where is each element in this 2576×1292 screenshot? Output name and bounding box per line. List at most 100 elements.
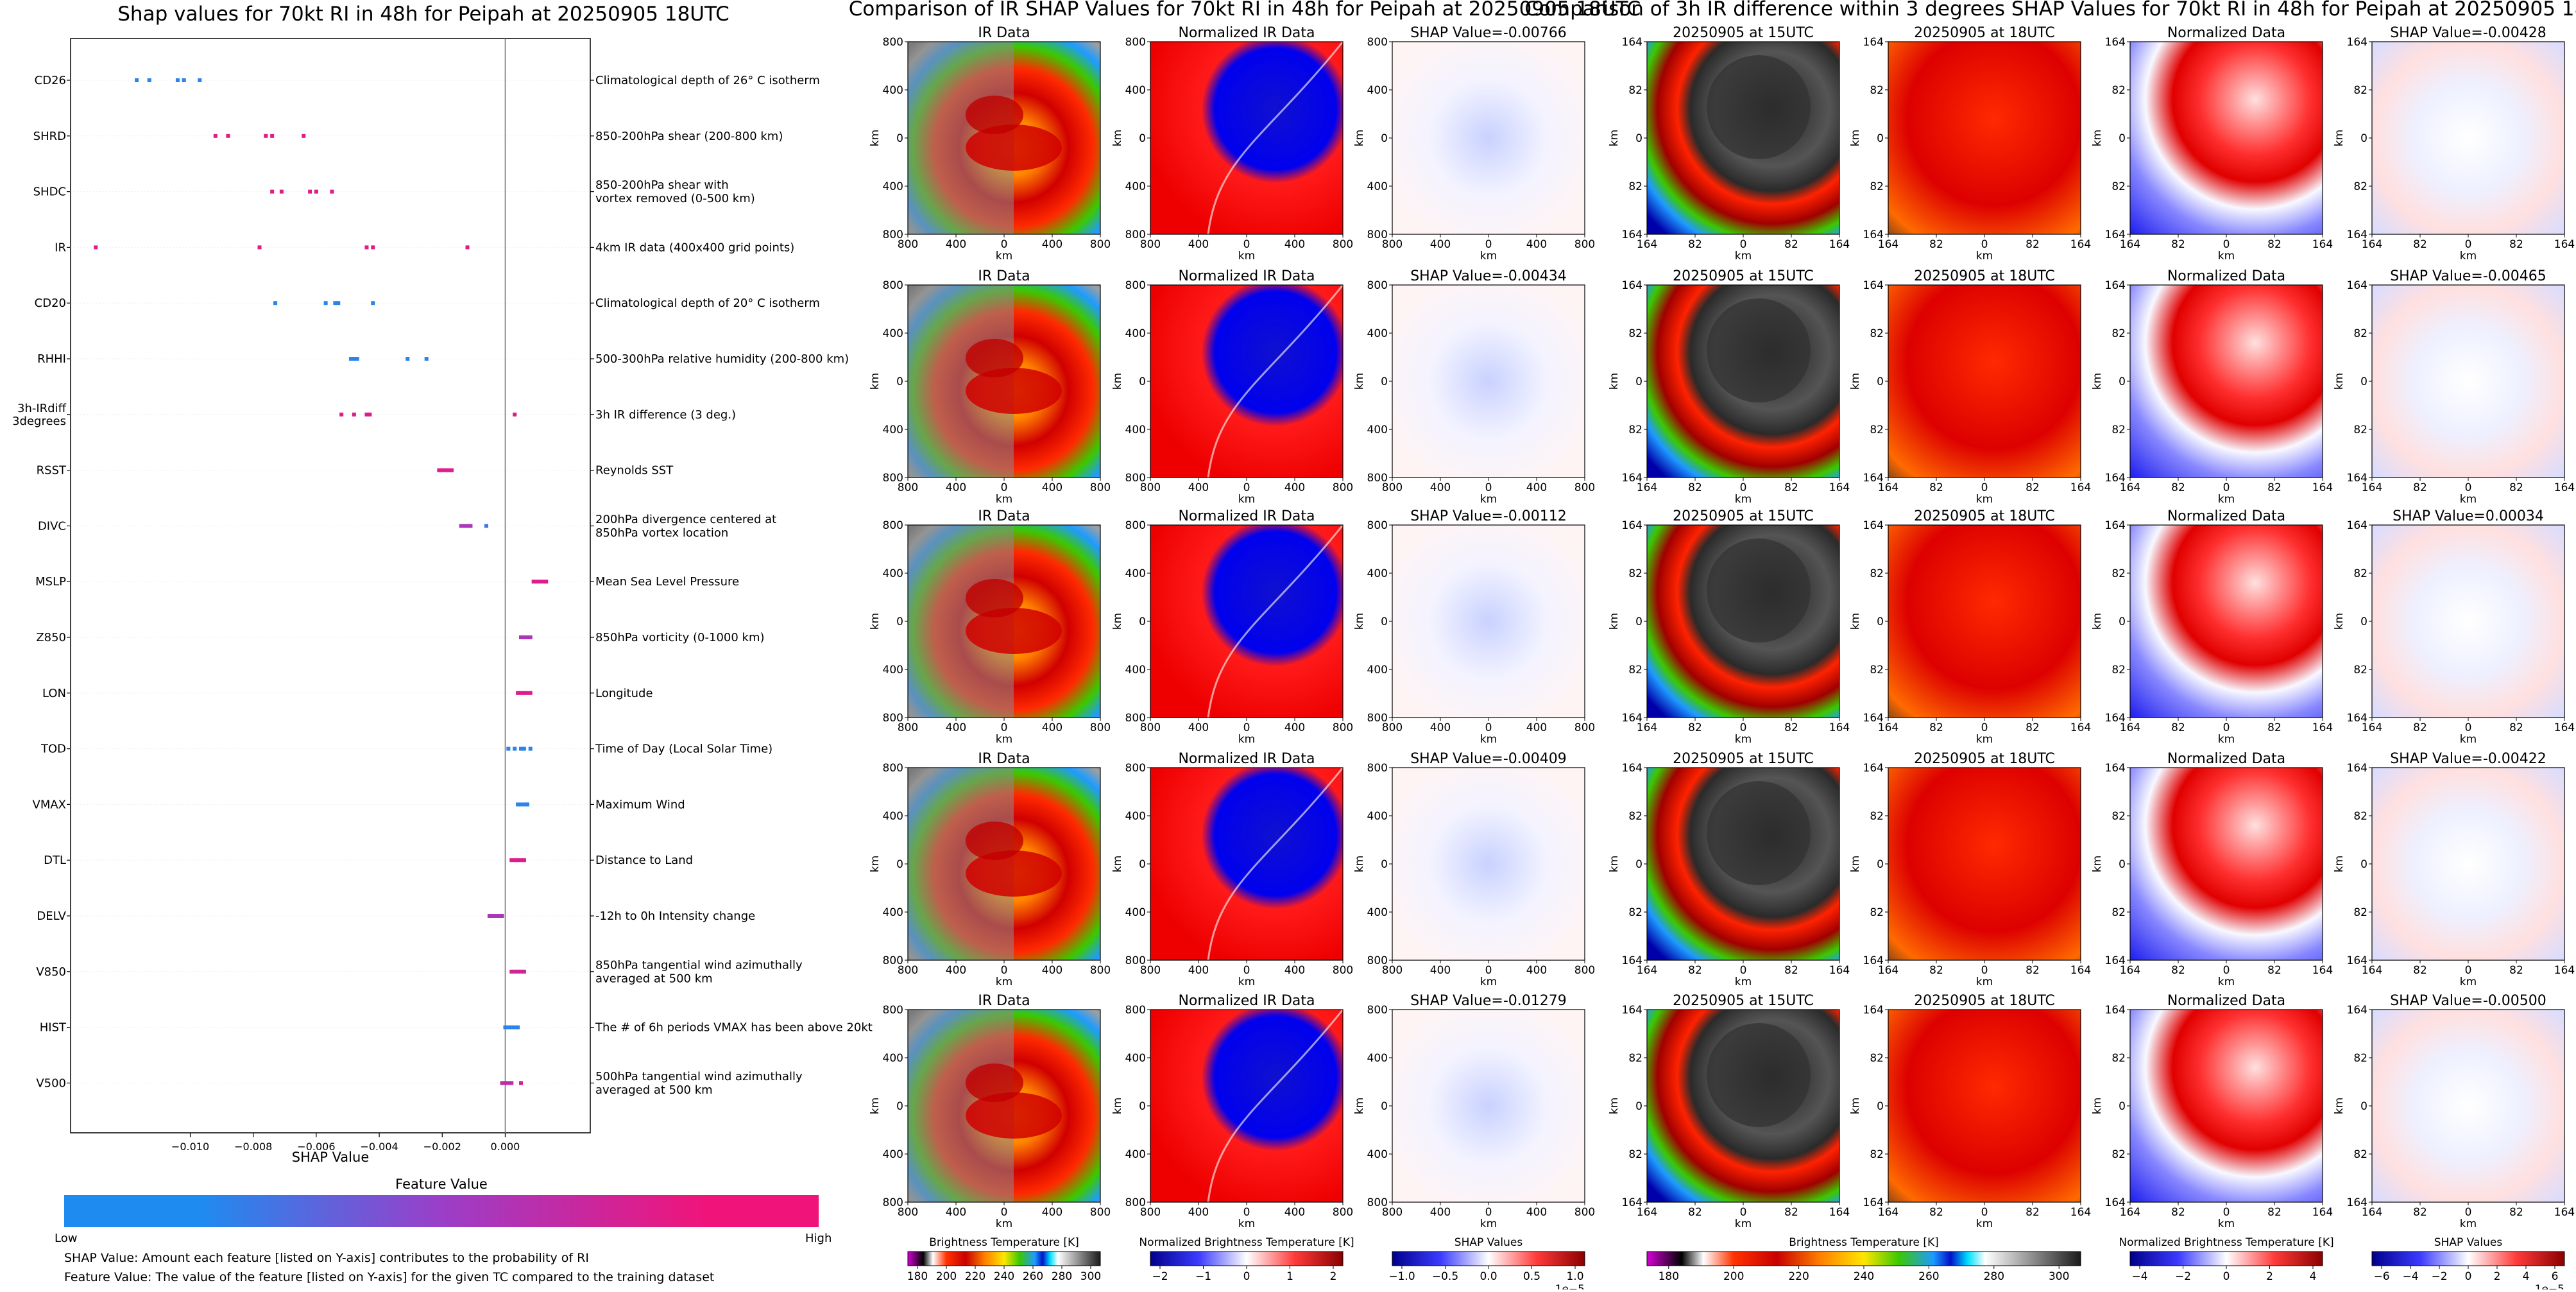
x-tick-label: −0.002 [423, 1141, 461, 1153]
y-axis-label: km [1111, 130, 1124, 146]
shap-point [506, 1025, 511, 1029]
subplot-title: Normalized Data [2167, 268, 2285, 284]
shap-point [465, 245, 470, 250]
y-tick-label: 0 [896, 132, 903, 145]
y-tick-label: 0 [1381, 1100, 1388, 1113]
x-tick-label: 82 [1688, 964, 1702, 977]
x-axis-label: km [1238, 976, 1255, 988]
x-tick-label: 0 [1981, 964, 1988, 977]
shap-point [493, 914, 498, 918]
feature-row: MSLP Mean Sea Level Pressure [35, 575, 739, 589]
y-tick-label: 82 [1628, 180, 1642, 193]
colorbar-tick-label: −4 [2402, 1270, 2418, 1283]
x-axis-label: km [1735, 493, 1752, 506]
feature-description: 4km IR data (400x400 grid points) [595, 241, 794, 254]
x-tick-label: 800 [1140, 1206, 1161, 1219]
colorbar-tick-label: 1 [1286, 1270, 1293, 1283]
shap-point [519, 746, 523, 751]
x-tick-label: 82 [2171, 1206, 2185, 1219]
x-tick-label: 400 [946, 721, 966, 734]
beeswarm-plot-area [70, 38, 591, 1133]
y-tick-label: 164 [1622, 279, 1642, 292]
colorbar: Brightness Temperature [K] 180 200 220 240 26… [907, 1236, 1101, 1283]
colorbar-strip [1646, 1251, 2081, 1266]
x-tick-label: 400 [1188, 964, 1209, 977]
y-tick-label: 0 [896, 858, 903, 871]
x-tick-label: 0 [2465, 1206, 2472, 1219]
shap-point [348, 357, 353, 361]
feature-description: 850hPa tangential wind azimuthally [595, 958, 803, 972]
y-tick-label: 82 [1870, 84, 1884, 97]
x-tick-label: 800 [1333, 238, 1353, 251]
y-tick-label: 0 [2360, 375, 2367, 388]
colorbar-label: Brightness Temperature [K] [929, 1236, 1079, 1249]
shap-point [302, 134, 306, 138]
subplot-title: IR Data [978, 268, 1030, 284]
y-tick-label: 800 [1125, 228, 1146, 241]
x-tick-label: 400 [1430, 964, 1451, 977]
feature-row: Z850 850hPa vorticity (0-1000 km) [36, 631, 764, 644]
x-tick-label: 164 [1829, 481, 1850, 494]
x-tick-label: 800 [1574, 238, 1595, 251]
y-tick-label: 800 [1125, 519, 1146, 532]
y-tick-label: 164 [2105, 519, 2126, 532]
x-tick-label: 400 [1284, 481, 1305, 494]
x-tick-label: 400 [1430, 1206, 1451, 1219]
x-tick-label: 400 [1526, 238, 1547, 251]
feature-row: HIST The # of 6h periods VMAX has been ab… [40, 1021, 873, 1035]
x-tick-label: 82 [2267, 964, 2282, 977]
colorbar-tick-label: −1.0 [1388, 1270, 1415, 1283]
x-tick-label: 82 [2267, 238, 2282, 251]
subplot-title: 20250905 at 18UTC [1914, 751, 2055, 767]
colorbar-strip [2371, 1251, 2565, 1266]
feature-row: CD26 Climatological depth of 26° C isothe… [35, 74, 820, 87]
subplot-title: SHAP Value=-0.00409 [1410, 751, 1567, 767]
shap-point [503, 1025, 508, 1029]
shap-point [544, 580, 549, 584]
shap-point [528, 691, 533, 695]
y-axis-label: km [1353, 856, 1366, 872]
y-tick-label: 400 [1367, 1052, 1388, 1065]
y-tick-label: 400 [1367, 1148, 1388, 1161]
x-tick-label: 82 [2171, 964, 2185, 977]
y-tick-label: 82 [2111, 906, 2126, 919]
shap-point [522, 635, 526, 639]
image-field [1392, 42, 1585, 234]
feature-description: Maximum Wind [595, 798, 685, 811]
y-axis-label: km [1608, 130, 1621, 146]
y-tick-label: 82 [1870, 1052, 1884, 1065]
x-tick-label: 800 [1090, 481, 1111, 494]
y-tick-label: 164 [2105, 36, 2126, 49]
y-axis-label: km [1353, 373, 1366, 390]
beeswarm-rows: CD26 Climatological depth of 26° C isothe… [12, 74, 873, 1097]
colorbar-tick-label: −2 [1152, 1270, 1168, 1283]
shap-point [135, 78, 139, 82]
x-axis-label: km [2460, 1218, 2477, 1230]
colorbar-label: Normalized Brightness Temperature [K] [1139, 1236, 1354, 1249]
colorbar-tick-label: −0.5 [1432, 1270, 1458, 1283]
shap-point [323, 301, 328, 306]
shap-point [513, 746, 517, 751]
subplot-title: Normalized IR Data [1178, 751, 1315, 767]
colorbar-tick-label: 200 [936, 1270, 957, 1283]
cloud-band [966, 1092, 1062, 1139]
y-tick-label: 0 [1877, 858, 1884, 871]
y-tick-label: 82 [2111, 327, 2126, 340]
x-axis-label: km [1735, 250, 1752, 263]
y-tick-label: 82 [2111, 664, 2126, 676]
x-axis-label: km [996, 493, 1012, 506]
x-axis-label: km [2218, 733, 2235, 746]
x-tick-label: 82 [1784, 238, 1798, 251]
x-tick-label: 800 [898, 1206, 918, 1219]
shap-point [339, 412, 344, 417]
image-field [2130, 42, 2323, 234]
x-tick-label: 0 [1485, 481, 1492, 494]
image-field [2372, 1010, 2564, 1202]
y-tick-label: 0 [1381, 858, 1388, 871]
y-tick-label: 164 [1863, 519, 1884, 532]
shap-point [509, 1025, 514, 1029]
feature-label: 3h-IRdiff [17, 402, 67, 415]
x-tick-label: 82 [2026, 481, 2040, 494]
